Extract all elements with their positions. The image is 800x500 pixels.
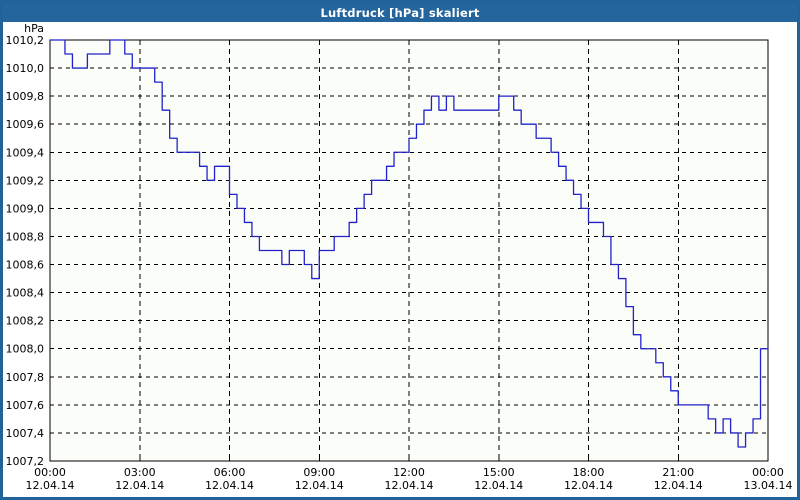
window-title-bar: Luftdruck [hPa] skaliert (3, 3, 797, 22)
y-tick-label: 1007,8 (6, 371, 45, 384)
x-tick-time-label: 09:00 (303, 466, 335, 479)
y-tick-label: 1009,6 (6, 118, 45, 131)
y-tick-label: 1008,8 (6, 230, 45, 243)
x-tick-date-label: 12.04.14 (26, 479, 75, 492)
y-tick-label: 1008,4 (6, 287, 45, 300)
x-tick-date-label: 12.04.14 (385, 479, 434, 492)
y-tick-label: 1009,8 (6, 90, 45, 103)
y-tick-label: 1010,0 (6, 62, 45, 75)
x-tick-date-label: 12.04.14 (564, 479, 613, 492)
y-tick-label: 1008,6 (6, 259, 45, 272)
line-chart: 1010,2 1010,0 1009,8 1009,6 1009,4 1009,2 1009… (6, 22, 793, 492)
x-tick-date-label: 12.04.14 (205, 479, 254, 492)
y-tick-label: 1007,6 (6, 399, 45, 412)
y-axis-ticks: 1010,2 1010,0 1009,8 1009,6 1009,4 1009,2 1009… (6, 34, 54, 468)
x-tick-time-label: 03:00 (124, 466, 156, 479)
x-tick-time-label: 00:00 (34, 466, 66, 479)
x-tick-time-label: 12:00 (393, 466, 425, 479)
pressure-line (49, 39, 769, 448)
data-series (49, 39, 769, 448)
y-tick-label: 1007,4 (6, 427, 45, 440)
x-tick-date-label: 13.04.14 (744, 479, 793, 492)
x-tick-time-label: 15:00 (483, 466, 515, 479)
x-axis-ticks: 00:0012.04.1403:0012.04.1406:0012.04.140… (26, 457, 793, 492)
plot-frame (49, 39, 769, 462)
x-tick-date-label: 12.04.14 (474, 479, 523, 492)
x-tick-date-label: 12.04.14 (295, 479, 344, 492)
y-tick-label: 1009,2 (6, 174, 45, 187)
y-tick-label: 1009,4 (6, 146, 45, 159)
page-title: Luftdruck [hPa] skaliert (320, 5, 480, 20)
x-tick-date-label: 12.04.14 (115, 479, 164, 492)
x-tick-date-label: 12.04.14 (654, 479, 703, 492)
x-tick-time-label: 18:00 (573, 466, 605, 479)
y-tick-label: 1010,2 (6, 34, 45, 47)
y-tick-label: 1007,2 (6, 455, 45, 468)
y-tick-label: 1008,0 (6, 343, 45, 356)
chart-canvas: 1010,2 1010,0 1009,8 1009,6 1009,4 1009,2 1009… (3, 22, 797, 497)
y-tick-label: 1008,2 (6, 315, 45, 328)
x-tick-time-label: 21:00 (662, 466, 694, 479)
x-tick-time-label: 06:00 (214, 466, 246, 479)
x-tick-time-label: 00:00 (752, 466, 784, 479)
y-tick-label: 1009,0 (6, 202, 45, 215)
y-axis-unit-label: hPa (24, 22, 44, 35)
